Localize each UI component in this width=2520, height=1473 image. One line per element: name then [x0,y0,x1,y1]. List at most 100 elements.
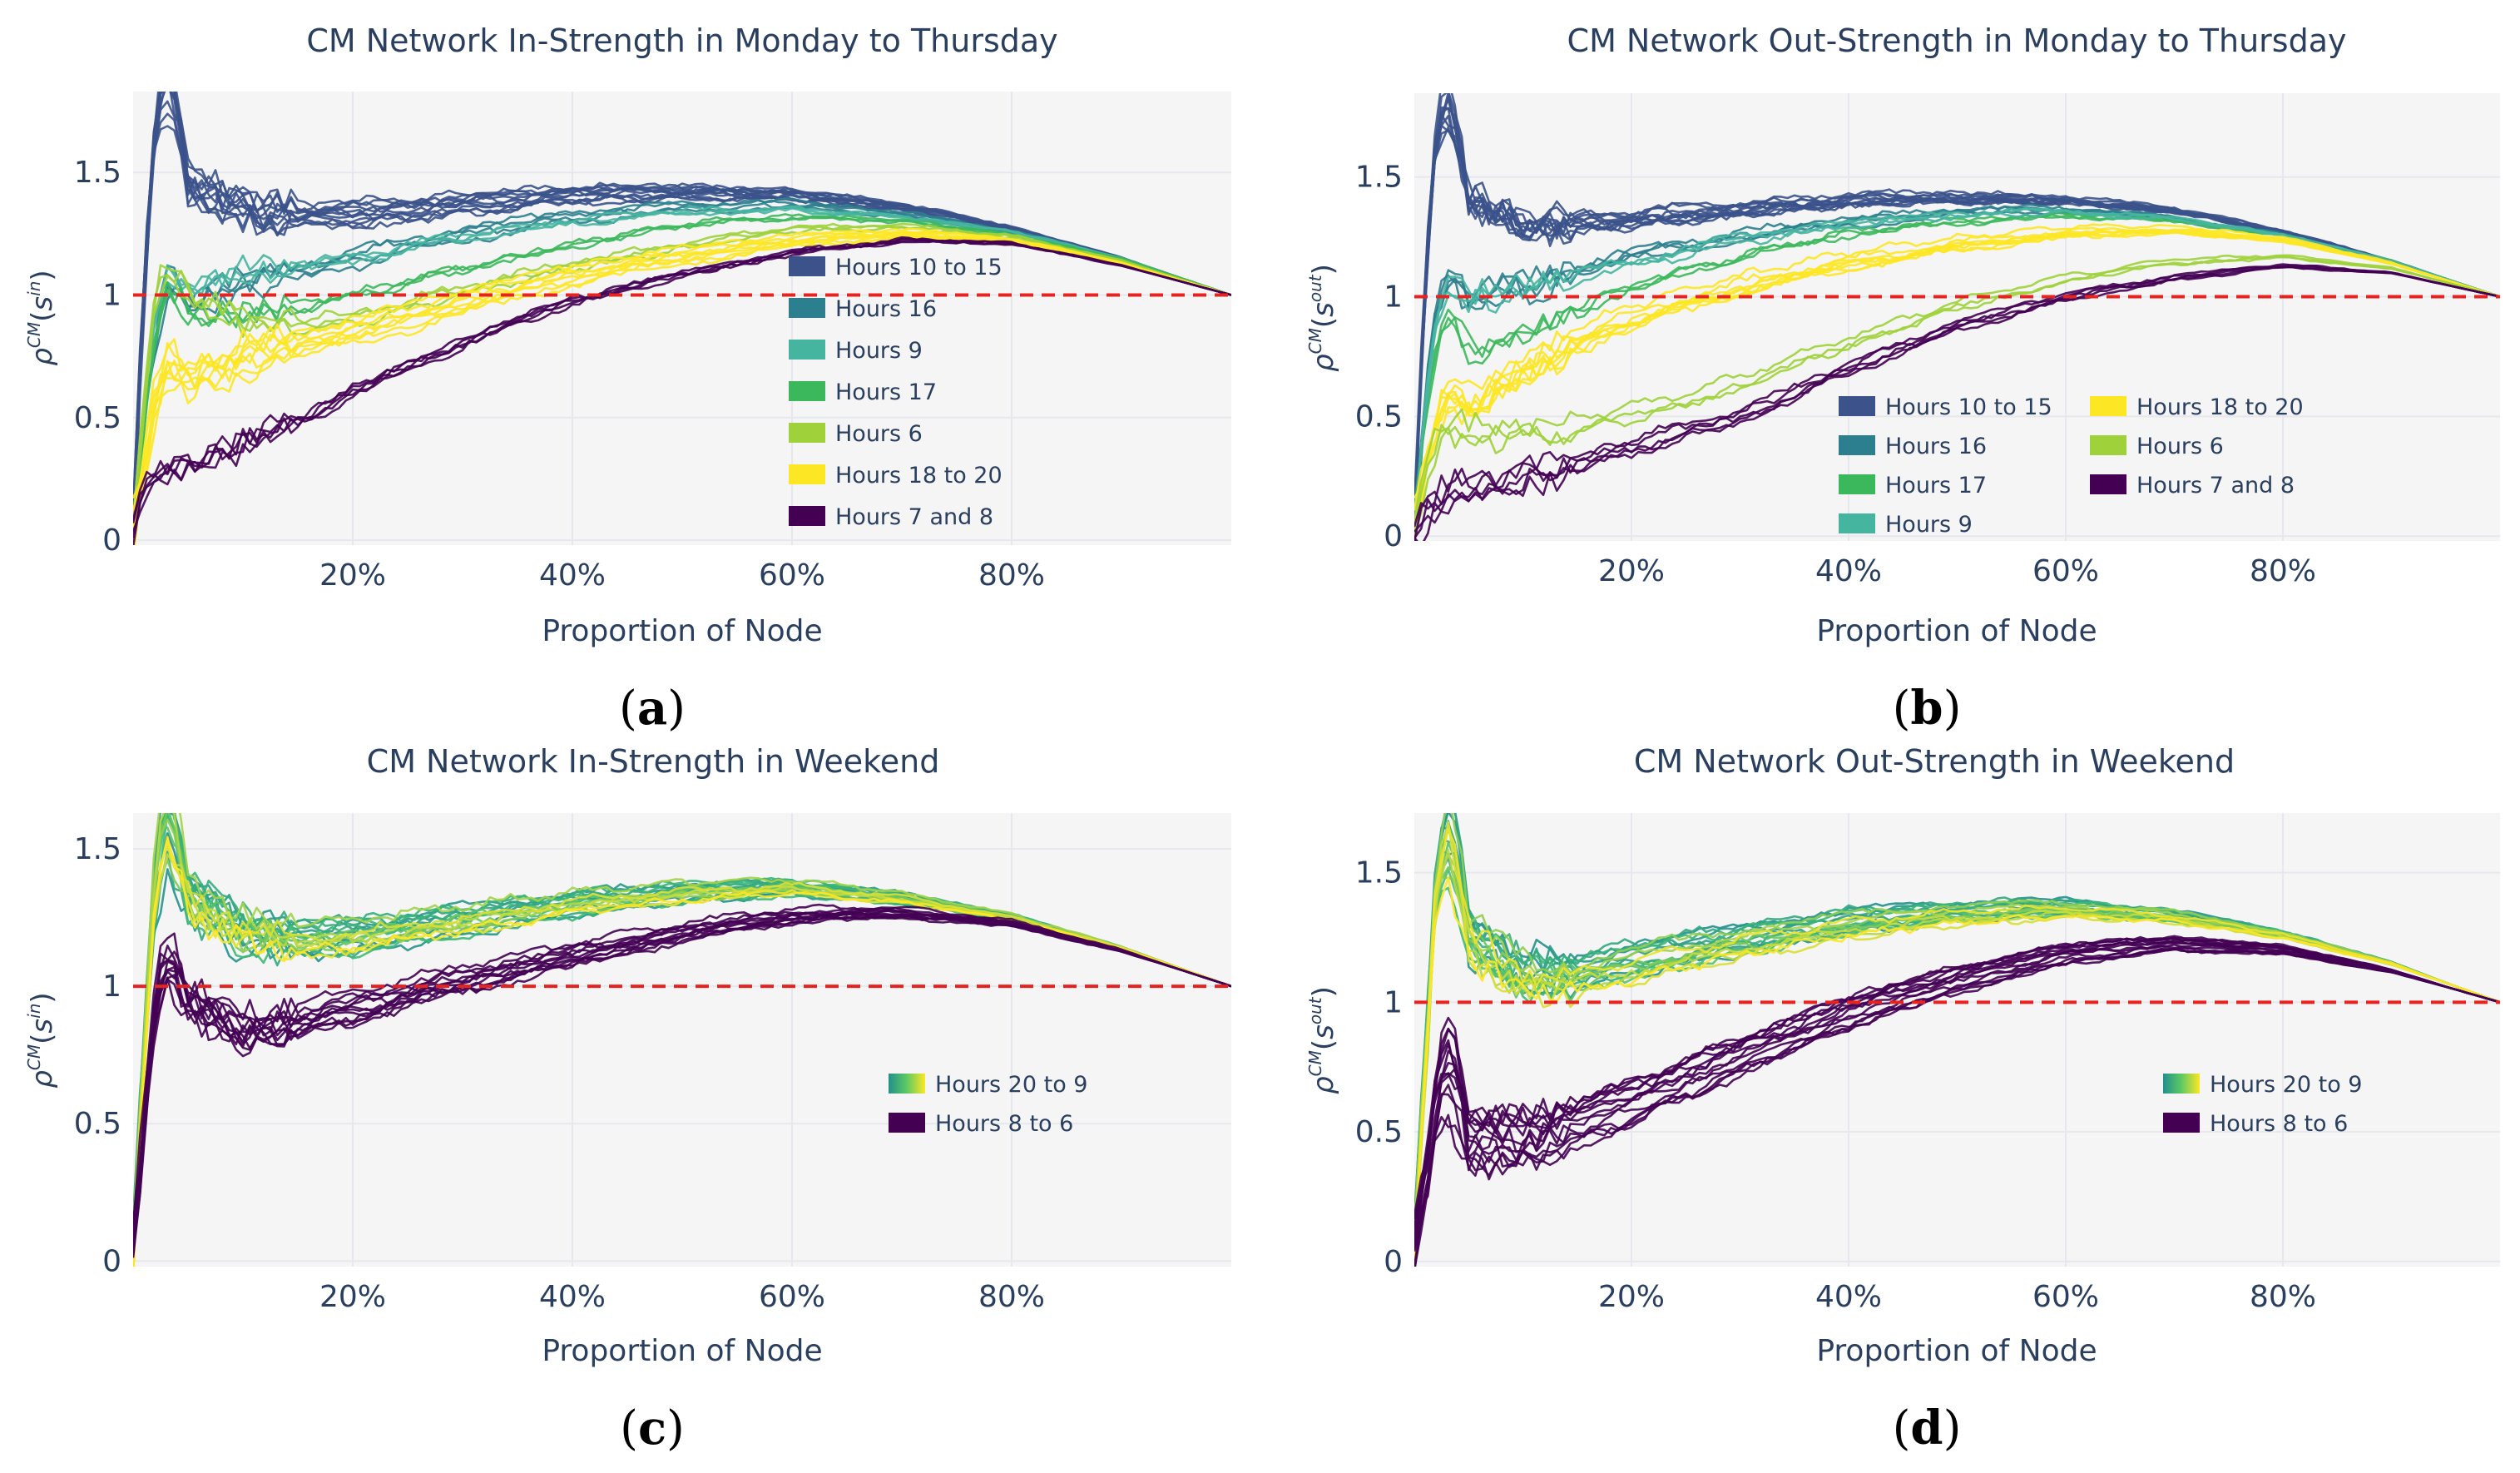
series-line [1414,254,2500,523]
legend-swatch [789,340,825,360]
plot-area [1414,813,2500,1267]
legend-label: Hours 7 and 8 [2136,473,2295,498]
x-tick-label: 40% [1815,1280,1882,1314]
legend-label: Hours 8 to 6 [2210,1111,2348,1137]
legend-label: Hours 18 to 20 [2136,394,2304,420]
y-tick-label: 1.5 [74,156,121,190]
plot-area [133,813,1231,1267]
legend-swatch [789,381,825,401]
series-line [133,915,1231,1253]
y-tick-label: 0 [1384,519,1403,553]
legend-label: Hours 7 and 8 [835,504,993,530]
x-axis-label: Proportion of Node [1816,1334,2097,1368]
legend-swatch [789,298,825,318]
legend-swatch [789,256,825,276]
panel-label: (c) [620,1401,685,1456]
x-tick-label: 80% [2250,1280,2316,1314]
y-axis-label: ρCM(sout) [1305,986,1340,1094]
panel-a: CM Network In-Strength in Monday to Thur… [24,22,1231,736]
series-line [1414,936,2500,1217]
legend-swatch [889,1113,925,1133]
legend-swatch [2090,474,2126,494]
series-line [133,836,1231,1267]
x-tick-label: 20% [1598,1280,1665,1314]
x-tick-label: 20% [1598,554,1665,588]
y-tick-label: 0.5 [1355,1115,1403,1149]
series-line [1414,943,2500,1247]
legend-swatch [789,423,825,443]
x-tick-label: 40% [1815,554,1882,588]
panel-label: (a) [619,681,686,736]
legend-label: Hours 16 [835,296,937,322]
y-axis-label: ρCM(sin) [24,992,59,1088]
y-tick-label: 1.5 [1355,856,1403,890]
series-hours-8-to-6 [1414,935,2500,1267]
series-line [133,903,1231,1230]
series-line [133,237,1231,524]
legend: Hours 20 to 9 Hours 8 to 6 [2163,1072,2363,1137]
series-line [1414,263,2500,528]
y-tick-label: 1 [1384,280,1403,315]
x-tick-label: 20% [319,1280,386,1314]
legend-label: Hours 20 to 9 [2210,1072,2363,1098]
y-tick-label: 0.5 [74,1107,121,1141]
series-line [133,229,1231,512]
x-tick-label: 80% [978,1280,1045,1314]
y-axis-label: ρCM(sout) [1305,264,1340,372]
series-line [1414,265,2500,539]
legend-label: Hours 17 [835,379,937,405]
x-axis-label: Proportion of Node [542,614,822,648]
x-tick-label: 60% [2032,1280,2099,1314]
legend-swatch [2090,435,2126,455]
series-line [1414,948,2500,1267]
series-group [1414,813,2500,1267]
x-tick-label: 60% [2032,554,2099,588]
legend-swatch [789,506,825,526]
legend-label: Hours 6 [2136,434,2224,459]
panel-b: CM Network Out-Strength in Monday to Thu… [1305,22,2500,736]
series-hours-20-to-9 [1414,813,2500,1267]
x-axis-label: Proportion of Node [1816,614,2097,648]
x-tick-label: 80% [978,558,1045,593]
panel-label: (b) [1893,681,1962,736]
y-axis-label: ρCM(sin) [24,270,59,365]
y-tick-label: 1 [102,970,121,1004]
panel-label: (d) [1893,1401,1962,1456]
series-line [133,206,1231,523]
x-tick-label: 60% [759,558,825,593]
legend-swatch [1839,396,1875,416]
chart-title: CM Network Out-Strength in Monday to Thu… [1567,22,2347,59]
series-line [1414,828,2500,1252]
legend-label: Hours 20 to 9 [935,1072,1088,1098]
legend-label: Hours 9 [835,338,923,364]
series-line [133,215,1231,537]
chart-title: CM Network Out-Strength in Weekend [1634,743,2235,780]
chart-title: CM Network In-Strength in Monday to Thur… [306,22,1057,59]
x-tick-label: 40% [539,1280,606,1314]
legend-swatch [2163,1113,2200,1133]
series-line [1414,226,2500,511]
series-hours-18-to-20 [1414,223,2500,541]
series-hours-7-and-8 [1414,263,2500,541]
panel-d: CM Network Out-Strength in Weekend 20% 40%… [1305,743,2500,1456]
y-tick-label: 1 [102,279,121,313]
series-hours-8-to-6 [133,903,1231,1258]
legend-swatch [1839,474,1875,494]
y-tick-label: 0 [102,1244,121,1278]
legend-label: Hours 10 to 15 [1885,394,2052,420]
series-line [1414,223,2500,499]
series-hours-7-and-8 [133,236,1231,545]
series-group [133,813,1231,1267]
legend-label: Hours 18 to 20 [835,463,1003,489]
panel-c: CM Network In-Strength in Weekend 20% 40% 6… [24,743,1231,1456]
x-tick-label: 40% [539,558,606,593]
chart-title: CM Network In-Strength in Weekend [367,743,940,780]
legend-swatch [2163,1074,2200,1094]
legend: Hours 10 to 15 Hours 16 Hours 9 Hours 17 Hou… [789,255,1003,530]
legend-swatch [789,464,825,484]
x-tick-label: 80% [2250,554,2316,588]
series-line [133,92,1231,513]
series-line [1414,228,2500,523]
series-hours-20-to-9 [133,813,1231,1267]
